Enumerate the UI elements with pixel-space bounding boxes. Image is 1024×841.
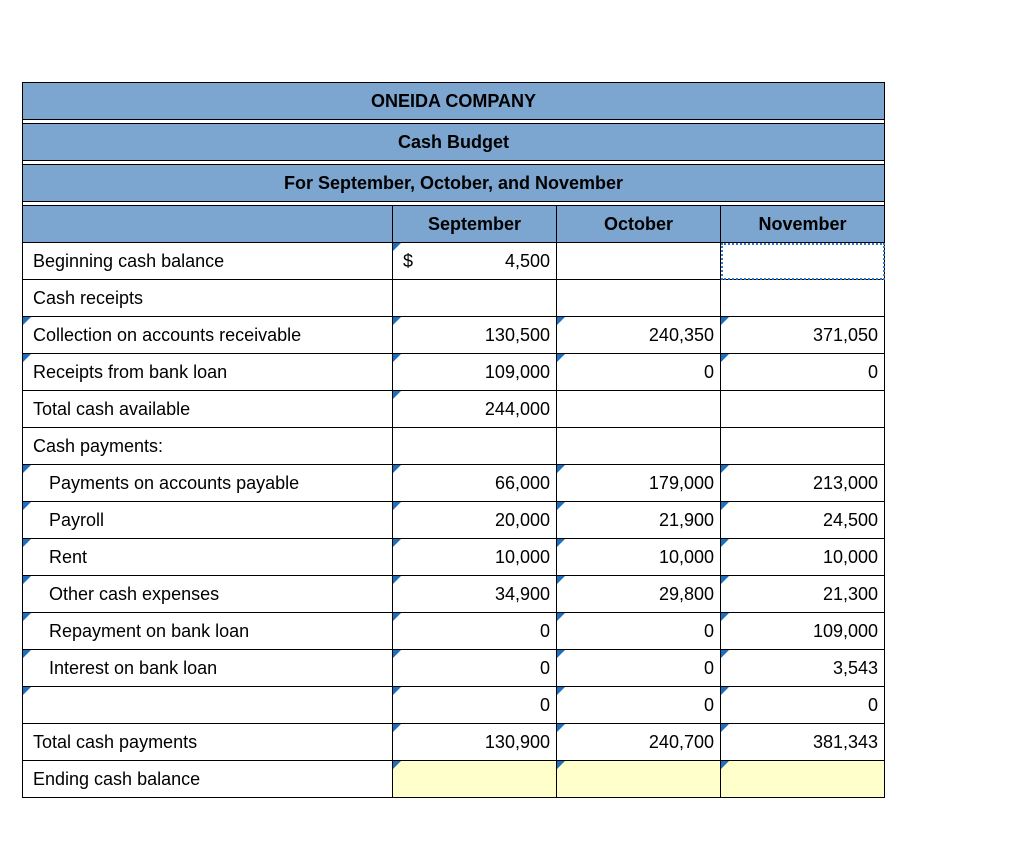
row-total-cash-available: Total cash available 244,000 — [23, 391, 885, 428]
col-header-nov: November — [721, 206, 885, 243]
cell-coll-ar-oct[interactable]: 240,350 — [557, 317, 721, 354]
cell-empty — [393, 428, 557, 465]
cell-repay-loan-oct[interactable]: 0 — [557, 613, 721, 650]
label-cash-payments: Cash payments: — [23, 428, 393, 465]
cell-beg-bal-sep[interactable]: $ 4,500 — [393, 243, 557, 280]
cell-end-bal-sep[interactable] — [393, 761, 557, 798]
label-payments-ap[interactable]: Payments on accounts payable — [23, 465, 393, 502]
cell-bank-loan-nov[interactable]: 0 — [721, 354, 885, 391]
cell-payroll-sep[interactable]: 20,000 — [393, 502, 557, 539]
cell-tot-avail-sep[interactable]: 244,000 — [393, 391, 557, 428]
cell-other-exp-sep[interactable]: 34,900 — [393, 576, 557, 613]
cell-blank-pay-oct[interactable]: 0 — [557, 687, 721, 724]
row-repay-loan: Repayment on bank loan 0 0 109,000 — [23, 613, 885, 650]
cell-end-bal-oct[interactable] — [557, 761, 721, 798]
cell-pay-ap-nov[interactable]: 213,000 — [721, 465, 885, 502]
col-header-oct: October — [557, 206, 721, 243]
cell-tot-avail-oct[interactable] — [557, 391, 721, 428]
row-blank-payment: 0 0 0 — [23, 687, 885, 724]
col-header-sep: September — [393, 206, 557, 243]
cell-empty — [393, 280, 557, 317]
cell-rent-sep[interactable]: 10,000 — [393, 539, 557, 576]
cell-payroll-nov[interactable]: 24,500 — [721, 502, 885, 539]
cell-pay-ap-sep[interactable]: 66,000 — [393, 465, 557, 502]
cell-other-exp-nov[interactable]: 21,300 — [721, 576, 885, 613]
label-blank-pay[interactable] — [23, 687, 393, 724]
cell-empty — [721, 428, 885, 465]
cell-rent-oct[interactable]: 10,000 — [557, 539, 721, 576]
cell-blank-pay-nov[interactable]: 0 — [721, 687, 885, 724]
row-bank-loan-receipt: Receipts from bank loan 109,000 0 0 — [23, 354, 885, 391]
row-interest: Interest on bank loan 0 0 3,543 — [23, 650, 885, 687]
row-cash-payments-header: Cash payments: — [23, 428, 885, 465]
label-other-exp[interactable]: Other cash expenses — [23, 576, 393, 613]
row-payroll: Payroll 20,000 21,900 24,500 — [23, 502, 885, 539]
label-cash-receipts: Cash receipts — [23, 280, 393, 317]
label-payroll[interactable]: Payroll — [23, 502, 393, 539]
label-repay-loan[interactable]: Repayment on bank loan — [23, 613, 393, 650]
label-beginning-balance: Beginning cash balance — [23, 243, 393, 280]
cell-tot-pay-sep[interactable]: 130,900 — [393, 724, 557, 761]
report-title: Cash Budget — [23, 124, 885, 161]
cell-tot-avail-nov[interactable] — [721, 391, 885, 428]
cell-other-exp-oct[interactable]: 29,800 — [557, 576, 721, 613]
row-beginning-balance: Beginning cash balance $ 4,500 — [23, 243, 885, 280]
cell-tot-pay-nov[interactable]: 381,343 — [721, 724, 885, 761]
label-ending-balance: Ending cash balance — [23, 761, 393, 798]
cell-repay-loan-sep[interactable]: 0 — [393, 613, 557, 650]
cell-empty — [557, 428, 721, 465]
label-total-payments: Total cash payments — [23, 724, 393, 761]
label-bank-loan[interactable]: Receipts from bank loan — [23, 354, 393, 391]
cell-empty — [721, 280, 885, 317]
row-collection-ar: Collection on accounts receivable 130,50… — [23, 317, 885, 354]
cell-beg-bal-nov[interactable] — [721, 243, 885, 280]
cell-interest-oct[interactable]: 0 — [557, 650, 721, 687]
label-collection-ar[interactable]: Collection on accounts receivable — [23, 317, 393, 354]
row-ending-balance: Ending cash balance — [23, 761, 885, 798]
cash-budget-table: ONEIDA COMPANY Cash Budget For September… — [22, 82, 885, 798]
cell-coll-ar-sep[interactable]: 130,500 — [393, 317, 557, 354]
row-cash-receipts-header: Cash receipts — [23, 280, 885, 317]
row-rent: Rent 10,000 10,000 10,000 — [23, 539, 885, 576]
label-rent[interactable]: Rent — [23, 539, 393, 576]
cell-bank-loan-sep[interactable]: 109,000 — [393, 354, 557, 391]
cell-blank-pay-sep[interactable]: 0 — [393, 687, 557, 724]
row-other-expenses: Other cash expenses 34,900 29,800 21,300 — [23, 576, 885, 613]
report-period: For September, October, and November — [23, 165, 885, 202]
cell-repay-loan-nov[interactable]: 109,000 — [721, 613, 885, 650]
cell-interest-nov[interactable]: 3,543 — [721, 650, 885, 687]
cell-beg-bal-oct[interactable] — [557, 243, 721, 280]
cell-payroll-oct[interactable]: 21,900 — [557, 502, 721, 539]
cell-interest-sep[interactable]: 0 — [393, 650, 557, 687]
cell-coll-ar-nov[interactable]: 371,050 — [721, 317, 885, 354]
cell-end-bal-nov[interactable] — [721, 761, 885, 798]
row-payments-ap: Payments on accounts payable 66,000 179,… — [23, 465, 885, 502]
cell-rent-nov[interactable]: 10,000 — [721, 539, 885, 576]
cell-empty — [557, 280, 721, 317]
company-name: ONEIDA COMPANY — [23, 83, 885, 120]
cell-bank-loan-oct[interactable]: 0 — [557, 354, 721, 391]
label-interest[interactable]: Interest on bank loan — [23, 650, 393, 687]
label-total-available: Total cash available — [23, 391, 393, 428]
col-header-blank — [23, 206, 393, 243]
cell-pay-ap-oct[interactable]: 179,000 — [557, 465, 721, 502]
row-total-payments: Total cash payments 130,900 240,700 381,… — [23, 724, 885, 761]
cell-tot-pay-oct[interactable]: 240,700 — [557, 724, 721, 761]
